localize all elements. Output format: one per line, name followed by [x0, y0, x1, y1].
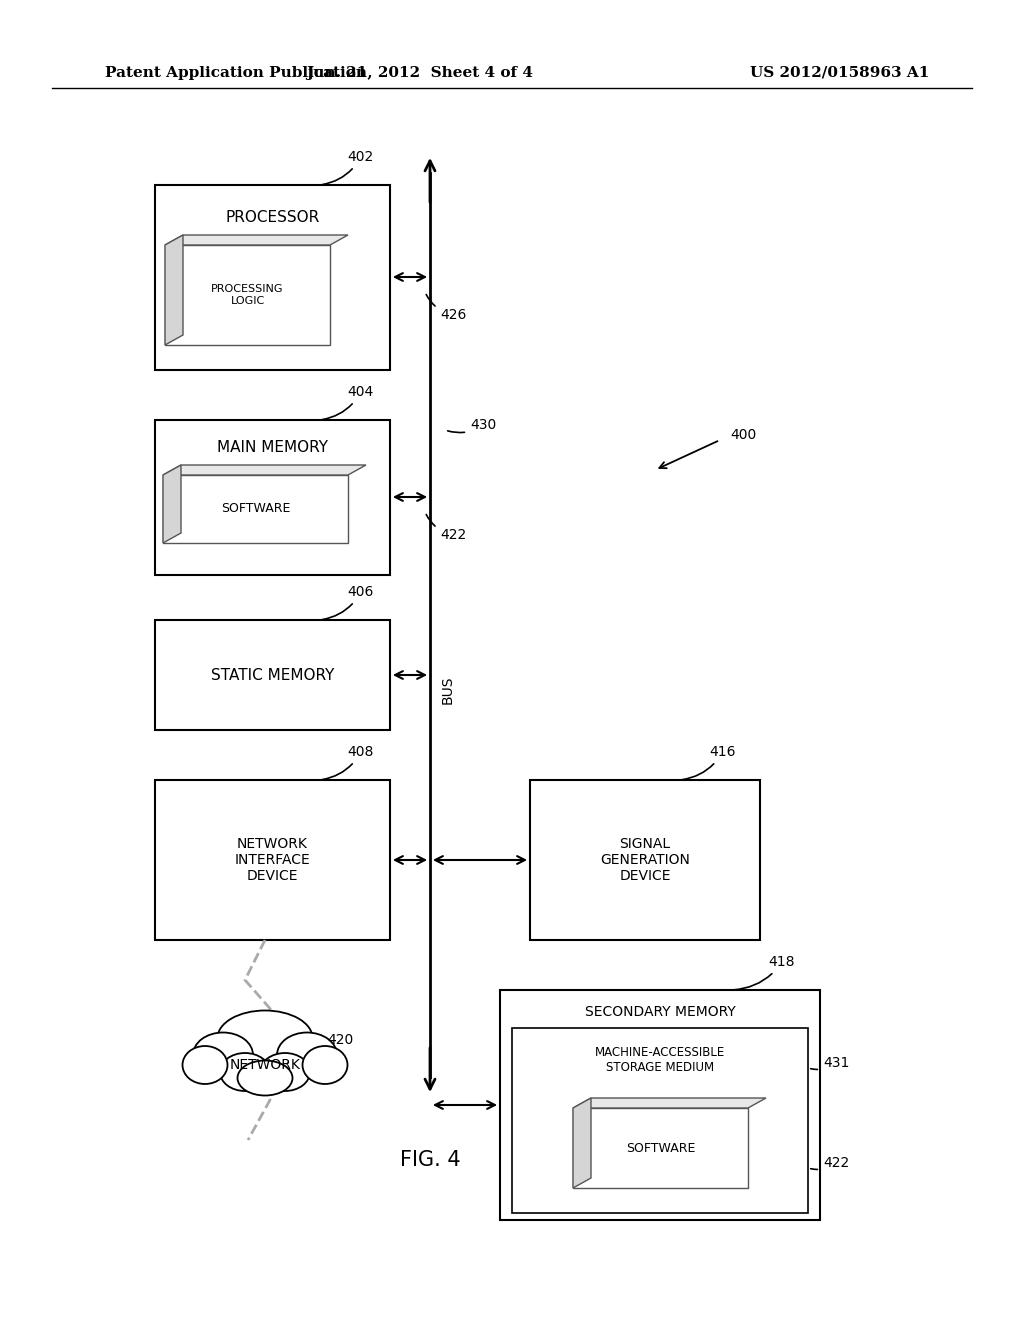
Polygon shape	[163, 465, 366, 475]
Bar	[530, 780, 760, 940]
Polygon shape	[573, 1098, 766, 1107]
Ellipse shape	[302, 1045, 347, 1084]
Text: MAIN MEMORY: MAIN MEMORY	[217, 440, 328, 454]
Bar	[573, 1107, 748, 1188]
Ellipse shape	[193, 1032, 253, 1077]
Ellipse shape	[238, 1060, 293, 1096]
Text: SECONDARY MEMORY: SECONDARY MEMORY	[585, 1005, 735, 1019]
Text: 422: 422	[811, 1156, 849, 1170]
Text: STATIC MEMORY: STATIC MEMORY	[211, 668, 334, 682]
Bar	[512, 1028, 808, 1213]
Bar	[155, 780, 390, 940]
Ellipse shape	[260, 1053, 310, 1092]
Text: FIG. 4: FIG. 4	[399, 1150, 461, 1170]
Text: SOFTWARE: SOFTWARE	[221, 503, 290, 516]
Text: 422: 422	[426, 515, 466, 543]
Text: US 2012/0158963 A1: US 2012/0158963 A1	[751, 66, 930, 81]
Polygon shape	[165, 235, 348, 246]
Polygon shape	[165, 235, 183, 345]
Text: PROCESSOR: PROCESSOR	[225, 210, 319, 224]
Polygon shape	[163, 465, 181, 543]
Text: PROCESSING
LOGIC: PROCESSING LOGIC	[211, 284, 284, 306]
Text: MACHINE-ACCESSIBLE
STORAGE MEDIUM: MACHINE-ACCESSIBLE STORAGE MEDIUM	[595, 1045, 725, 1074]
Text: 402: 402	[323, 150, 374, 185]
Text: 431: 431	[811, 1056, 849, 1071]
Bar	[155, 185, 390, 370]
Text: Patent Application Publication: Patent Application Publication	[105, 66, 367, 81]
Text: 406: 406	[323, 585, 374, 619]
Text: NETWORK
INTERFACE
DEVICE: NETWORK INTERFACE DEVICE	[234, 837, 310, 883]
Text: BUS: BUS	[441, 676, 455, 705]
Text: 430: 430	[447, 418, 497, 433]
Text: Jun. 21, 2012  Sheet 4 of 4: Jun. 21, 2012 Sheet 4 of 4	[306, 66, 534, 81]
Ellipse shape	[182, 1045, 227, 1084]
Ellipse shape	[217, 1011, 312, 1065]
Bar	[500, 990, 820, 1220]
Ellipse shape	[220, 1053, 270, 1092]
Text: 420: 420	[327, 1034, 353, 1047]
Text: NETWORK: NETWORK	[229, 1059, 300, 1072]
Bar	[165, 246, 330, 345]
Text: 416: 416	[682, 744, 736, 780]
Ellipse shape	[278, 1032, 337, 1077]
Text: SOFTWARE: SOFTWARE	[626, 1142, 695, 1155]
Polygon shape	[573, 1098, 591, 1188]
Bar	[155, 420, 390, 576]
Bar	[155, 620, 390, 730]
Text: 408: 408	[323, 744, 374, 780]
Bar	[163, 475, 348, 543]
Text: 426: 426	[426, 294, 466, 322]
Text: 418: 418	[733, 954, 796, 990]
Text: SIGNAL
GENERATION
DEVICE: SIGNAL GENERATION DEVICE	[600, 837, 690, 883]
Text: 400: 400	[730, 428, 757, 442]
Text: 404: 404	[323, 385, 374, 420]
